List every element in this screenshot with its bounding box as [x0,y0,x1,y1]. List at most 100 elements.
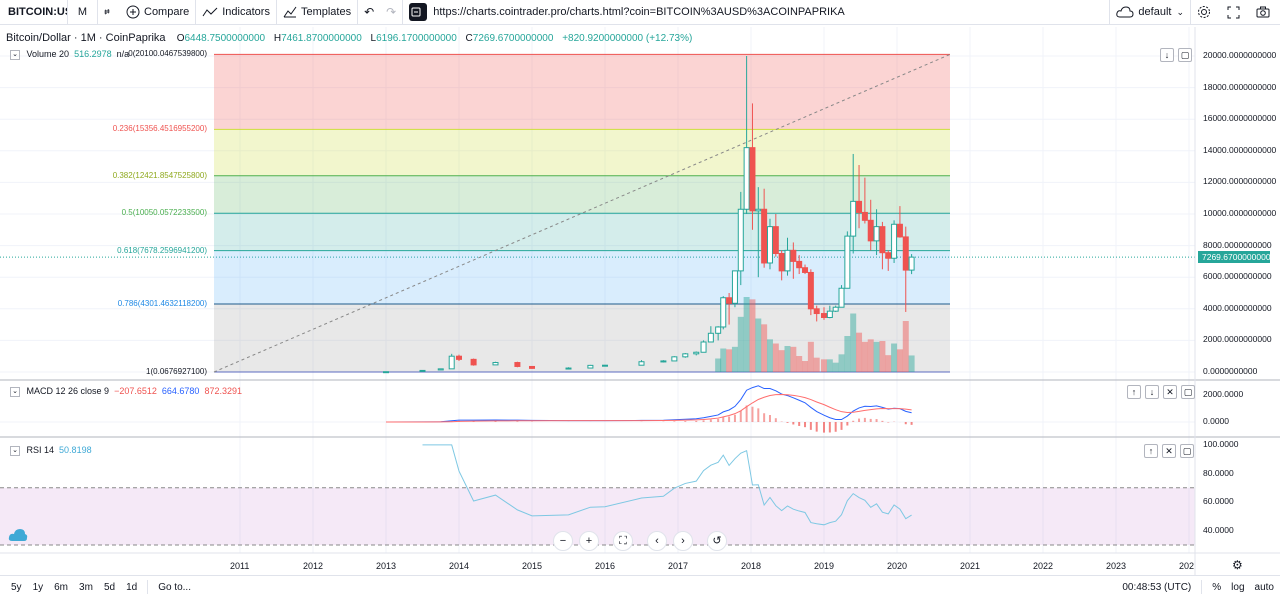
rsi-axis-label: 100.0000 [1203,438,1239,449]
symbol-search-button[interactable]: BITCOIN:USD [0,0,68,25]
divider [147,580,149,594]
macd-axis-label: 2000.0000 [1203,388,1244,399]
templates-icon [283,6,297,18]
fib-label: 0(20100.0467539800) [128,49,207,59]
url-text: https://charts.cointrader.pro/charts.htm… [433,6,845,18]
rsi-value: 50.8198 [59,445,92,455]
time-axis-label: 2011 [230,561,250,571]
volume-legend: ⌄ Volume 20 516.2978 n/a [10,49,129,60]
macd-close-button[interactable]: ✕ [1163,385,1177,399]
macd-line [385,385,912,423]
templates-label: Templates [300,6,352,18]
candle-body [891,223,898,259]
candle-body [902,236,909,271]
collapse-legend-button[interactable]: ⌄ [10,49,20,60]
indicators-icon [202,7,218,17]
url-field[interactable]: https://charts.cointrader.pro/charts.htm… [403,0,1109,25]
range-5d[interactable]: 5d [103,581,116,593]
candle-body [838,287,845,308]
scroll-left-button[interactable]: ‹ [647,531,667,551]
range-1d[interactable]: 1d [126,581,138,593]
candle-body [778,253,785,272]
price-axis-label: 14000.0000000000 [1203,144,1277,155]
rsi-line [422,444,912,526]
candle-body [885,252,892,259]
undo-icon: ↶ [364,5,375,19]
volume-bar [784,346,791,372]
candle-body [737,208,744,272]
utc-clock[interactable]: 00:48:53 (UTC) [1122,581,1192,593]
cloud-logo-icon[interactable] [8,528,28,542]
compare-button[interactable]: Compare [120,0,197,25]
range-5y[interactable]: 5y [11,581,22,593]
rsi-axis-label: 60.0000 [1203,496,1234,507]
rsi-maximize-button[interactable]: ▢ [1180,444,1194,458]
auto-toggle[interactable]: auto [1254,581,1274,593]
redo-button[interactable]: ↷ [380,0,404,25]
percent-toggle[interactable]: % [1212,581,1222,593]
range-1y[interactable]: 1y [32,581,44,593]
collapse-rsi-button[interactable]: ⌄ [10,445,20,456]
log-toggle[interactable]: log [1231,581,1245,593]
time-axis-label: 2022 [1033,561,1054,571]
templates-button[interactable]: Templates [277,0,359,25]
zoom-out-button[interactable]: − [553,531,573,551]
reset-chart-button[interactable]: ↺ [707,531,727,551]
candle-body [700,341,707,353]
layout-select[interactable]: default ⌄ [1109,0,1190,25]
rsi-close-button[interactable]: ✕ [1162,444,1176,458]
candle-body [470,358,477,366]
link-icon [409,3,428,21]
candle-body [715,326,722,334]
interval-button[interactable]: M [68,0,98,25]
candle-body [456,355,462,360]
volume-value: 516.2978 [74,49,112,59]
candle-body [660,360,667,363]
volume-bar [802,361,809,372]
candle-body [807,271,814,310]
candle-body [514,362,521,367]
scroll-right-button[interactable]: › [673,531,693,551]
screenshot-button[interactable] [1250,0,1280,25]
range-6m[interactable]: 6m [54,581,69,593]
maximize-pane-button[interactable]: ▢ [1178,48,1192,62]
price-axis-label: 12000.0000000000 [1203,176,1277,187]
settings-button[interactable] [1190,0,1221,25]
top-toolbar: BITCOIN:USD M Compare Indicators Templat… [0,0,1280,25]
time-axis-label: 2017 [668,561,689,571]
indicators-button[interactable]: Indicators [196,0,277,25]
signal-value: 872.3291 [204,386,242,396]
reset-view-button[interactable]: ⛶ [613,531,633,551]
rsi-up-button[interactable]: ↑ [1144,444,1158,458]
undo-button[interactable]: ↶ [358,0,380,25]
macd-maximize-button[interactable]: ▢ [1181,385,1195,399]
candle-body [784,249,791,272]
candle-body [772,226,779,254]
volume-bar [856,332,863,372]
fib-trend-line [213,53,951,373]
bottom-toolbar: 5y 1y 6m 3m 5d 1d Go to... 00:48:53 (UTC… [0,575,1280,598]
volume-bar [755,318,762,372]
collapse-macd-button[interactable]: ⌄ [10,386,20,397]
candle-body [671,356,678,362]
candle-body [565,367,572,370]
volume-bar [737,316,744,372]
change-value: +820.9200000000 (+12.73%) [562,33,693,44]
goto-button[interactable]: Go to... [158,581,191,593]
macd-down-button[interactable]: ↓ [1145,385,1159,399]
scroll-down-button[interactable]: ↓ [1160,48,1174,62]
chart-style-button[interactable] [98,0,120,25]
candle-body [437,368,444,371]
range-3m[interactable]: 3m [79,581,93,593]
main-legend: Bitcoin/Dollar · 1M · CoinPaprika O6448.… [6,32,698,44]
price-axis-label: 0.0000000000 [1203,366,1258,376]
zoom-in-button[interactable]: + [579,531,599,551]
time-axis-settings-button[interactable]: ⚙ [1232,558,1243,572]
time-axis-label: 2018 [741,561,762,571]
last-price-label: 7269.6700000000 [1198,251,1271,263]
macd-up-button[interactable]: ↑ [1127,385,1141,399]
fullscreen-button[interactable] [1221,0,1250,25]
volume-bar [772,343,779,372]
volume-bar [821,359,827,372]
volume-bar [873,341,880,372]
